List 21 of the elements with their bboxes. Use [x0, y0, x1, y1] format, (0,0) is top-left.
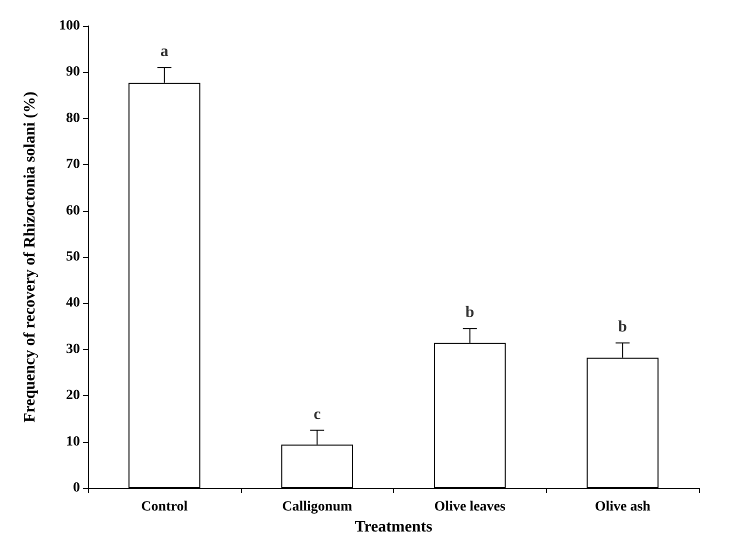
y-tick-label: 10 — [66, 434, 80, 450]
y-tick-label: 30 — [66, 342, 80, 357]
annotation: b — [618, 318, 628, 336]
annotation: b — [465, 304, 474, 322]
y-tick-label: 60 — [66, 203, 80, 218]
annotation: a — [160, 43, 168, 60]
y-tick-label: 20 — [66, 388, 80, 404]
x-tick-label: Calligonum — [282, 500, 352, 514]
x-tick-label: Olive leaves — [434, 500, 506, 514]
y-tick-label: 40 — [66, 296, 80, 311]
x-tick-label: Olive ash — [594, 500, 651, 514]
y-tick-label: 0 — [73, 480, 80, 496]
y-tick-label: 90 — [66, 64, 80, 80]
x-tick-label: Control — [141, 500, 188, 514]
y-axis-title: Frequency of recovery of Rhizoctonia solani (%) — [22, 92, 38, 422]
annotation: c — [314, 406, 321, 423]
x-axis-title: Treatments — [354, 518, 432, 536]
y-tick-label: 50 — [66, 250, 80, 264]
y-tick-label: 70 — [66, 157, 80, 172]
y-tick-label: 80 — [66, 110, 80, 126]
y-tick-label: 100 — [59, 18, 80, 34]
